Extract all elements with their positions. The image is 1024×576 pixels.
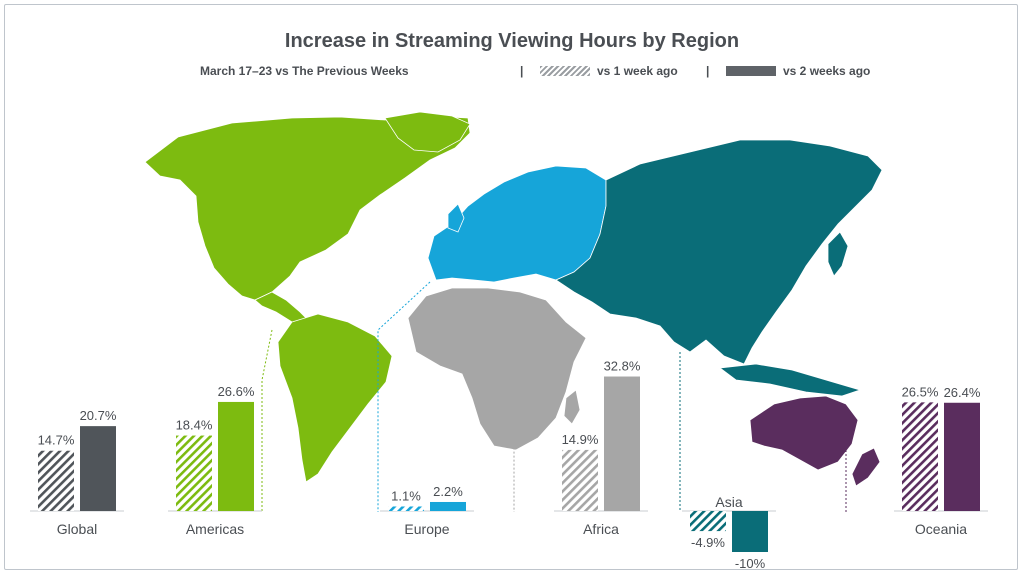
separator: | <box>520 64 524 78</box>
category-label-americas: Americas <box>186 521 244 537</box>
infographic-frame <box>4 4 1018 570</box>
separator: | <box>706 64 710 78</box>
map-americas-north <box>144 115 471 301</box>
map-americas-south <box>277 313 393 483</box>
bar-oceania-1wk <box>902 402 938 511</box>
bar-asia-1wk <box>690 511 726 532</box>
leader-line-europe <box>377 281 431 512</box>
data-label-africa-1wk: 14.9% <box>562 432 599 447</box>
map-africa <box>407 287 587 451</box>
bar-marks: 14.7% 18.4% 1.1% 14.9% -4.9% 26.5% 20.7% 26.6% 2… <box>30 359 988 571</box>
data-label-europe-1wk: 1.1% <box>391 488 421 503</box>
category-label-oceania: Oceania <box>915 521 967 537</box>
period-label: March 17–23 vs The Previous Weeks <box>200 64 409 78</box>
map-oceania <box>749 395 859 471</box>
legend-label-1-week: vs 1 week ago <box>597 64 678 78</box>
data-label-oceania-1wk: 26.5% <box>902 384 939 399</box>
chart-title: Increase in Streaming Viewing Hours by R… <box>284 30 740 52</box>
bar-africa-1wk <box>562 449 598 511</box>
legend-swatch-hatched <box>540 66 590 76</box>
legend-label-2-weeks: vs 2 weeks ago <box>783 64 871 78</box>
map-africa-madagascar <box>563 389 581 425</box>
bar-africa-2wk <box>604 376 640 511</box>
category-label-europe: Europe <box>404 521 449 537</box>
leader-lines <box>261 281 847 512</box>
map-europe-uk <box>447 203 465 233</box>
leader-line-africa <box>513 403 553 512</box>
data-label-asia-1wk: -4.9% <box>691 535 725 550</box>
category-label-global: Global <box>57 521 97 537</box>
bar-asia-2wk <box>732 511 768 552</box>
bar-europe-2wk <box>430 501 466 511</box>
map-asia-japan <box>827 231 849 277</box>
data-label-oceania-2wk: 26.4% <box>944 385 981 400</box>
map-asia-indonesia <box>718 363 862 397</box>
chart-subtitle: March 17–23 vs The Previous Weeks | vs 1… <box>0 64 1024 82</box>
bar-global-1wk <box>38 450 74 511</box>
category-label-africa: Africa <box>583 521 619 537</box>
data-label-americas-2wk: 26.6% <box>218 384 255 399</box>
bar-americas-1wk <box>176 435 212 511</box>
map-oceania-nz <box>851 447 881 487</box>
data-label-asia-2wk: -10% <box>735 556 766 571</box>
leader-line-americas <box>261 329 273 512</box>
data-label-americas-1wk: 18.4% <box>176 418 213 433</box>
bar-global-2wk <box>80 426 116 511</box>
map-americas-greenland <box>384 111 471 153</box>
bar-oceania-2wk <box>944 402 980 511</box>
world-map <box>144 111 883 487</box>
bar-americas-2wk <box>218 401 254 511</box>
data-label-africa-2wk: 32.8% <box>604 359 641 374</box>
map-asia <box>555 139 883 365</box>
category-label-asia: Asia <box>715 494 742 510</box>
data-label-europe-2wk: 2.2% <box>433 484 463 499</box>
legend-swatch-solid <box>726 66 776 76</box>
data-label-global-1wk: 14.7% <box>38 433 75 448</box>
data-label-global-2wk: 20.7% <box>80 408 117 423</box>
bar-europe-1wk <box>388 506 424 511</box>
